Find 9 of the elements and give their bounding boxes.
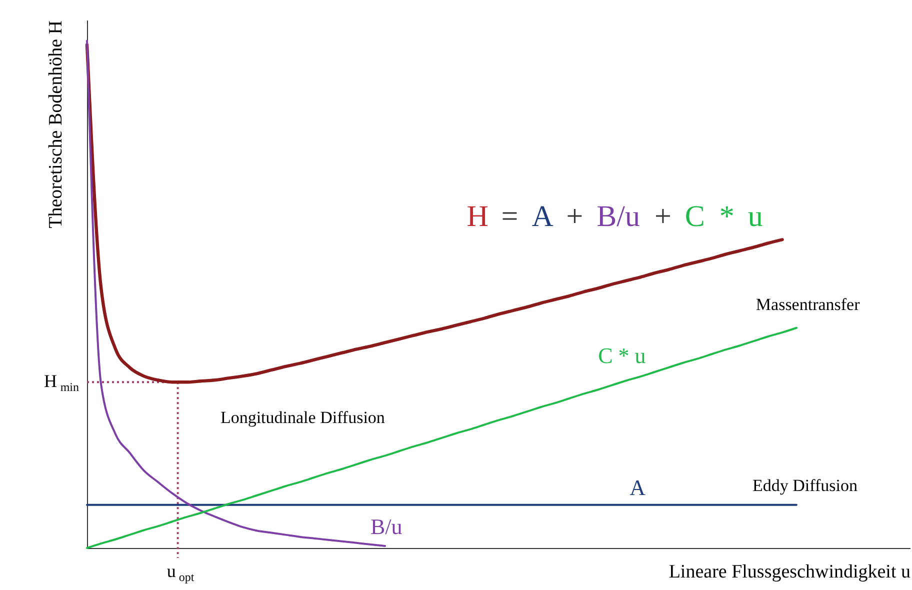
series-label: A	[630, 475, 646, 500]
series-label: B/u	[370, 514, 402, 540]
y-axis-title: Theoretische Bodenhöhe H	[46, 20, 66, 228]
series-label: C * u	[598, 342, 646, 368]
x-axis-title: Lineare Flussgeschwindigkeit u	[668, 562, 911, 582]
text: H = A + B/u + C * u	[466, 200, 763, 233]
annotation: Eddy Diffusion	[752, 476, 858, 496]
annotation: Longitudinale Diffusion	[220, 408, 386, 428]
annotation: Massentransfer	[756, 295, 860, 314]
